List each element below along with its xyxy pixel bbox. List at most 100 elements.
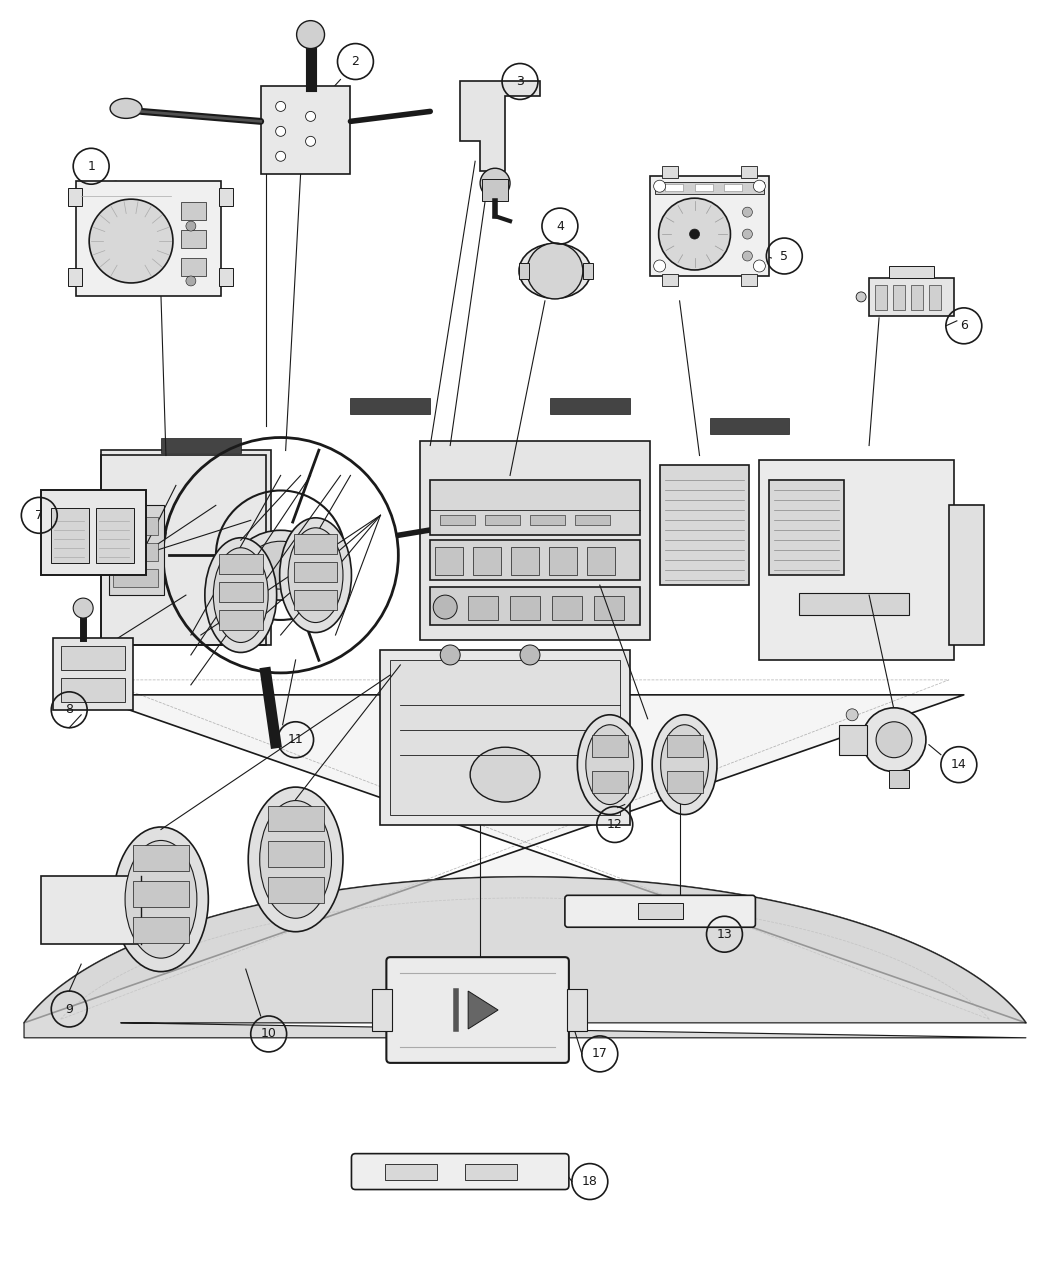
Circle shape (846, 709, 858, 720)
Bar (133, 917, 189, 943)
Bar (51, 509, 89, 564)
Bar (889, 770, 909, 788)
Text: 5: 5 (780, 250, 789, 263)
Circle shape (440, 645, 460, 666)
Circle shape (276, 152, 286, 161)
Text: 4: 4 (555, 219, 564, 232)
Bar (892, 284, 905, 310)
Bar (665, 184, 682, 191)
Circle shape (74, 598, 93, 618)
Bar (511, 547, 539, 575)
Circle shape (742, 230, 753, 238)
Ellipse shape (236, 530, 326, 601)
Bar (667, 734, 702, 756)
Bar (567, 989, 587, 1031)
Bar (161, 437, 240, 454)
Text: 11: 11 (288, 733, 303, 746)
Text: 17: 17 (592, 1047, 608, 1061)
Ellipse shape (519, 244, 591, 298)
Circle shape (186, 221, 196, 231)
Bar (385, 1164, 437, 1179)
Circle shape (306, 111, 316, 121)
Polygon shape (141, 894, 189, 935)
Circle shape (89, 199, 173, 283)
Circle shape (754, 260, 765, 272)
Circle shape (862, 708, 926, 771)
FancyBboxPatch shape (352, 1154, 569, 1190)
Ellipse shape (205, 538, 276, 653)
Bar (218, 268, 233, 286)
Bar (869, 278, 953, 316)
Bar (654, 182, 764, 194)
Bar (875, 284, 887, 310)
Polygon shape (24, 877, 1026, 1038)
Bar (133, 881, 189, 908)
Bar (68, 268, 82, 286)
Circle shape (876, 722, 912, 757)
Bar (583, 263, 593, 279)
Bar (101, 450, 271, 645)
Circle shape (186, 275, 196, 286)
Bar (54, 638, 133, 710)
Bar (41, 491, 146, 575)
Circle shape (527, 244, 583, 298)
Bar (485, 515, 520, 525)
Bar (949, 505, 984, 645)
Bar (662, 166, 677, 178)
Bar (587, 547, 614, 575)
Text: 18: 18 (582, 1176, 597, 1188)
Bar (549, 547, 576, 575)
Ellipse shape (50, 514, 86, 532)
Ellipse shape (470, 747, 540, 802)
FancyBboxPatch shape (386, 958, 569, 1063)
Bar (430, 541, 639, 580)
Text: 1: 1 (87, 159, 96, 172)
Circle shape (856, 292, 866, 302)
Ellipse shape (259, 801, 332, 918)
Circle shape (654, 260, 666, 272)
Bar (741, 274, 757, 286)
Bar (710, 418, 790, 434)
Bar (68, 189, 82, 207)
Bar (440, 515, 476, 525)
Bar (113, 518, 158, 536)
Bar (659, 465, 750, 585)
Ellipse shape (125, 840, 196, 958)
Bar (911, 284, 923, 310)
Bar (741, 166, 757, 178)
Bar (181, 258, 206, 275)
Bar (436, 547, 463, 575)
Bar (133, 845, 189, 871)
Bar (61, 646, 125, 669)
Bar (101, 455, 266, 645)
Ellipse shape (113, 827, 208, 972)
Bar (759, 460, 953, 660)
Text: 12: 12 (607, 819, 623, 831)
Bar (61, 678, 125, 701)
Bar (482, 180, 508, 201)
Bar (552, 597, 582, 620)
Polygon shape (460, 82, 540, 171)
Circle shape (690, 230, 699, 238)
Bar (468, 597, 498, 620)
Bar (574, 515, 610, 525)
Ellipse shape (652, 715, 717, 815)
Bar (929, 284, 941, 310)
Circle shape (742, 251, 753, 261)
Polygon shape (468, 991, 498, 1029)
Bar (391, 660, 620, 815)
Text: 9: 9 (65, 1002, 74, 1015)
Bar (373, 989, 393, 1031)
Bar (218, 189, 233, 207)
Bar (530, 515, 565, 525)
Text: 14: 14 (951, 759, 967, 771)
Circle shape (276, 126, 286, 136)
Text: 6: 6 (960, 319, 968, 333)
Ellipse shape (248, 542, 313, 589)
FancyBboxPatch shape (565, 895, 755, 927)
Bar (519, 263, 529, 279)
Bar (268, 877, 323, 903)
Circle shape (480, 168, 510, 198)
Bar (474, 547, 501, 575)
Bar (260, 87, 351, 175)
